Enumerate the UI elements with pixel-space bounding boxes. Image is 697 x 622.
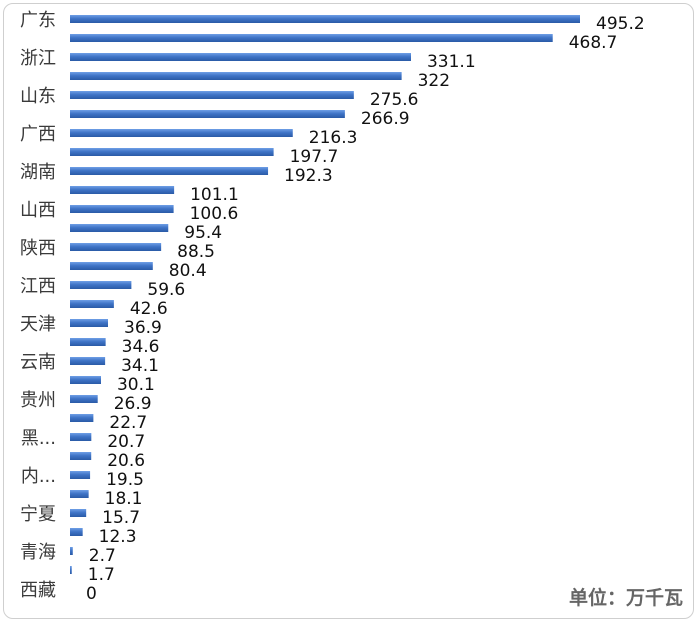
bars-layer: [70, 15, 580, 574]
bar: [70, 338, 106, 346]
value-label: 322: [418, 71, 450, 91]
bar: [70, 110, 345, 118]
bar: [70, 452, 92, 460]
category-label: 陕西: [20, 238, 56, 259]
bar: [70, 490, 89, 498]
bar: [70, 357, 106, 365]
category-label: 山东: [20, 86, 56, 107]
bar: [70, 376, 101, 384]
category-label: 贵州: [20, 390, 56, 411]
value-label: 331.1: [427, 52, 476, 72]
value-label: 88.5: [177, 242, 215, 262]
value-label: 34.1: [121, 356, 159, 376]
value-label: 216.3: [309, 128, 358, 148]
category-label: 湖南: [20, 162, 56, 183]
value-label: 22.7: [109, 413, 147, 433]
value-label: 197.7: [290, 147, 339, 167]
value-label: 95.4: [184, 223, 222, 243]
bar: [70, 148, 274, 156]
value-label: 18.1: [105, 489, 143, 509]
value-label: 1.7: [88, 565, 115, 585]
category-label: 青海: [20, 542, 56, 563]
bar: [70, 243, 162, 251]
category-label: 浙江: [20, 48, 56, 69]
bar: [70, 91, 354, 99]
category-label: 内...: [21, 466, 56, 487]
value-label: 42.6: [130, 299, 168, 319]
value-label: 495.2: [596, 14, 645, 34]
bar: [70, 281, 132, 289]
bar: [70, 34, 553, 42]
category-label: 云南: [20, 352, 56, 373]
bar: [70, 72, 402, 80]
value-label: 12.3: [99, 527, 137, 547]
value-label: 468.7: [569, 33, 618, 53]
category-label: 山西: [20, 200, 56, 221]
bar: [70, 129, 293, 137]
value-label: 30.1: [117, 375, 155, 395]
bar: [70, 224, 169, 232]
chart-frame: 495.2 广东 468.7 331.1 浙江 322 275.6 山东 266.9 216.3 广…: [3, 3, 694, 619]
bar: [70, 53, 411, 61]
bar: [70, 262, 153, 270]
value-label: 15.7: [102, 508, 140, 528]
value-label: 20.6: [107, 451, 145, 471]
value-label: 2.7: [89, 546, 116, 566]
value-label: 275.6: [370, 90, 419, 110]
value-label: 34.6: [122, 337, 160, 357]
category-label: 西藏: [20, 580, 56, 601]
bar: [70, 15, 580, 23]
bar: [70, 395, 98, 403]
category-label: 黑...: [21, 428, 56, 449]
value-label: 0: [86, 584, 97, 604]
bar: [70, 433, 92, 441]
value-label: 20.7: [107, 432, 145, 452]
bar: [70, 300, 114, 308]
value-label: 100.6: [190, 204, 239, 224]
category-label: 江西: [20, 276, 56, 297]
value-label: 19.5: [106, 470, 144, 490]
value-label: 59.6: [147, 280, 185, 300]
value-label: 266.9: [361, 109, 410, 129]
bar: [70, 186, 175, 194]
bar: [70, 528, 83, 536]
value-label: 101.1: [190, 185, 239, 205]
bar: [70, 471, 91, 479]
category-label: 宁夏: [20, 504, 56, 525]
category-label: 广西: [20, 124, 56, 145]
value-label: 192.3: [284, 166, 333, 186]
bar: [70, 167, 269, 175]
category-label: 广东: [20, 10, 56, 31]
bar: [70, 414, 94, 422]
bar: [70, 547, 73, 555]
bar: [70, 509, 87, 517]
value-label: 26.9: [114, 394, 152, 414]
category-label: 天津: [20, 314, 56, 335]
bar: [70, 205, 174, 213]
value-label: 36.9: [124, 318, 162, 338]
value-label: 80.4: [169, 261, 207, 281]
bar: [70, 319, 109, 327]
bar: [70, 566, 72, 574]
unit-note: 单位：万千瓦: [568, 587, 683, 609]
